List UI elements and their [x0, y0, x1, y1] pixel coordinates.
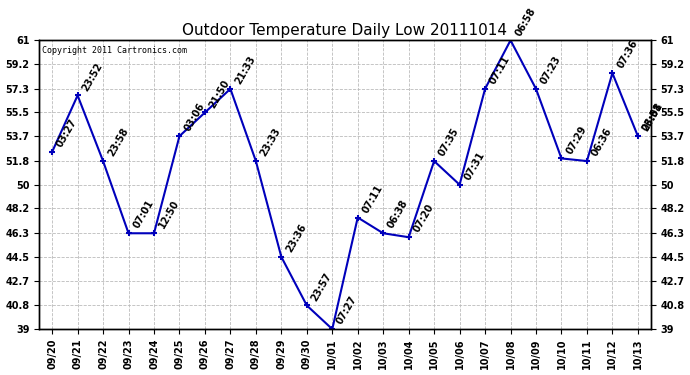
Text: 03:27: 03:27	[55, 117, 79, 149]
Text: 07:23: 07:23	[539, 54, 563, 86]
Text: 07:11: 07:11	[360, 183, 384, 215]
Title: Outdoor Temperature Daily Low 20111014: Outdoor Temperature Daily Low 20111014	[182, 23, 508, 38]
Text: 07:31: 07:31	[462, 150, 486, 182]
Text: Copyright 2011 Cartronics.com: Copyright 2011 Cartronics.com	[43, 46, 188, 55]
Text: 03:06: 03:06	[182, 102, 206, 134]
Text: 07:36: 07:36	[615, 39, 640, 70]
Text: 23:57: 23:57	[310, 271, 334, 303]
Text: 21:33: 21:33	[233, 54, 257, 86]
Text: 12:50: 12:50	[157, 199, 181, 231]
Text: 07:01: 07:01	[131, 199, 155, 231]
Text: 06:36: 06:36	[590, 126, 614, 158]
Text: 06:38: 06:38	[386, 198, 410, 231]
Text: 23:58: 23:58	[106, 126, 130, 158]
Text: 07:35: 07:35	[437, 126, 461, 158]
Text: 06:01: 06:01	[640, 102, 664, 134]
Text: 23:33: 23:33	[259, 126, 283, 158]
Text: 23:36: 23:36	[284, 222, 308, 254]
Text: 07:20: 07:20	[411, 202, 435, 234]
Text: 23:52: 23:52	[80, 61, 105, 93]
Text: 06:58: 06:58	[513, 6, 538, 38]
Text: 07:11: 07:11	[488, 54, 512, 86]
Text: 07:29: 07:29	[564, 124, 589, 156]
Text: 21:50: 21:50	[208, 78, 232, 110]
Text: 23:58: 23:58	[640, 101, 665, 134]
Text: 07:27: 07:27	[335, 294, 359, 326]
